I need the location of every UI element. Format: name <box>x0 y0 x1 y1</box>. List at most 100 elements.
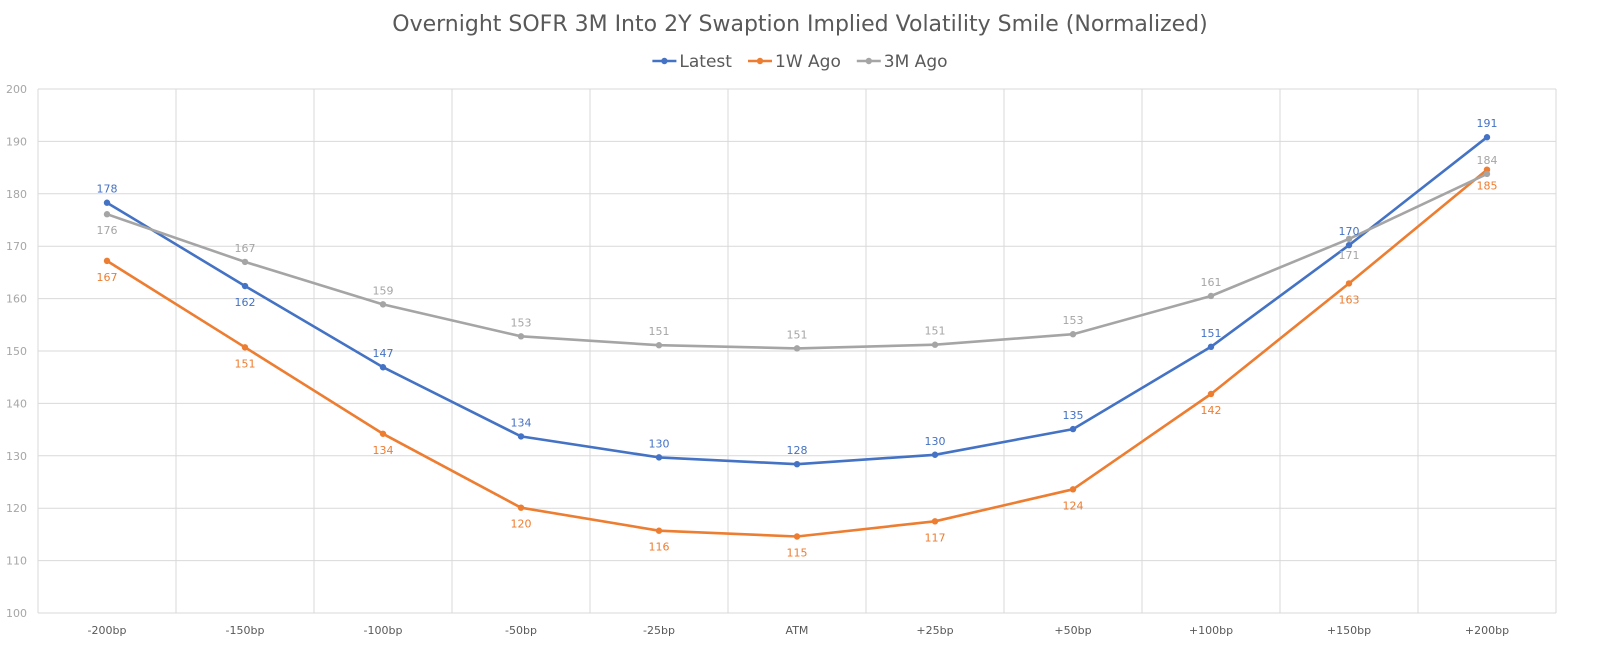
data-point <box>1069 331 1077 338</box>
series-0 <box>103 134 1491 468</box>
data-label: 162 <box>235 296 256 309</box>
data-point <box>1069 425 1077 433</box>
x-tick-label: -200bp <box>88 624 127 637</box>
y-axis: 100 110 120 130 140 150 160 170 180 190 200 <box>6 83 27 620</box>
data-point <box>517 504 525 511</box>
x-tick-label: -25bp <box>643 624 675 637</box>
legend-item: 1W Ago <box>748 52 841 72</box>
series-2 <box>103 170 1491 352</box>
data-label: 161 <box>1201 276 1222 289</box>
y-tick-label: 190 <box>6 135 27 148</box>
data-point <box>103 211 111 218</box>
y-tick-label: 140 <box>6 397 27 410</box>
data-point <box>379 364 387 371</box>
data-label: 151 <box>649 325 670 338</box>
data-label: 130 <box>649 437 670 450</box>
data-point <box>655 454 663 461</box>
x-tick-label: -100bp <box>364 624 403 637</box>
data-label: 171 <box>1339 249 1360 262</box>
data-label: 191 <box>1477 117 1498 130</box>
series-1 <box>103 166 1491 540</box>
y-tick-label: 150 <box>6 345 27 358</box>
grid <box>37 88 1557 614</box>
data-point <box>1207 390 1215 398</box>
data-label: 153 <box>511 316 532 329</box>
data-label: 151 <box>925 325 946 338</box>
data-point <box>1345 235 1353 243</box>
data-point <box>793 460 801 468</box>
data-label: 115 <box>787 546 808 559</box>
data-point <box>1345 280 1353 287</box>
data-label: 151 <box>787 328 808 341</box>
data-point <box>1207 343 1215 351</box>
data-point <box>1069 486 1077 493</box>
data-label: 185 <box>1477 180 1498 193</box>
legend-item: Latest <box>652 52 732 72</box>
y-tick-label: 100 <box>6 607 27 620</box>
data-label: 135 <box>1063 409 1084 422</box>
data-point <box>793 345 801 352</box>
data-point <box>379 301 387 308</box>
data-label: 176 <box>97 224 118 237</box>
legend-label: 1W Ago <box>775 52 841 72</box>
legend-swatch-marker <box>756 57 764 65</box>
data-point <box>241 344 249 351</box>
x-tick-label: +100bp <box>1189 624 1233 637</box>
data-point <box>241 282 249 290</box>
data-point <box>103 257 111 265</box>
data-point <box>1207 292 1215 300</box>
data-point <box>655 342 663 349</box>
x-tick-label: +150bp <box>1327 624 1371 637</box>
legend-swatch-marker <box>661 57 668 65</box>
x-tick-label: +50bp <box>1054 624 1091 637</box>
data-label: 163 <box>1339 293 1360 306</box>
data-point <box>1483 170 1491 178</box>
data-label: 167 <box>235 242 256 255</box>
x-axis: -200bp -150bp -100bp -50bp -25bp ATM +25bp +50b… <box>88 624 1510 637</box>
data-label: 117 <box>925 531 946 544</box>
data-point <box>517 433 525 440</box>
data-point <box>793 533 801 540</box>
data-point <box>931 341 939 348</box>
data-label: 167 <box>97 271 118 284</box>
legend-swatch-marker <box>865 57 872 65</box>
legend-label: 3M Ago <box>884 52 948 72</box>
data-label: 134 <box>511 416 532 429</box>
data-label: 124 <box>1063 499 1084 512</box>
data-label: 130 <box>925 435 946 448</box>
data-point <box>1345 241 1353 249</box>
x-tick-label: +25bp <box>916 624 953 637</box>
data-label: 120 <box>511 518 532 531</box>
data-label: 116 <box>649 541 670 554</box>
data-point <box>931 451 939 458</box>
data-point <box>655 527 663 534</box>
data-label: 147 <box>373 347 394 360</box>
data-label: 170 <box>1339 225 1360 238</box>
data-point <box>517 333 525 340</box>
x-tick-label: -150bp <box>226 624 265 637</box>
y-tick-label: 120 <box>6 502 27 515</box>
data-labels: 178 162 147 134 130 128 130 135 151 170 191 167 151 1… <box>97 117 1498 559</box>
y-tick-label: 110 <box>6 555 27 568</box>
y-tick-label: 160 <box>6 293 27 306</box>
y-tick-label: 170 <box>6 240 27 253</box>
x-tick-label: +200bp <box>1465 624 1509 637</box>
data-label: 134 <box>373 444 394 457</box>
y-tick-label: 130 <box>6 450 27 463</box>
data-point <box>241 258 249 266</box>
data-point <box>1483 134 1491 141</box>
y-tick-label: 200 <box>6 83 27 96</box>
data-point <box>931 518 939 525</box>
data-label: 142 <box>1201 404 1222 417</box>
data-label: 184 <box>1477 154 1498 167</box>
legend-item: 3M Ago <box>856 52 948 72</box>
legend: Latest 1W Ago 3M Ago <box>652 52 948 72</box>
data-point <box>379 430 387 437</box>
legend-label: Latest <box>679 52 732 72</box>
y-tick-label: 180 <box>6 188 27 201</box>
data-point <box>103 199 111 206</box>
data-label: 178 <box>97 183 118 196</box>
data-label: 153 <box>1063 314 1084 327</box>
